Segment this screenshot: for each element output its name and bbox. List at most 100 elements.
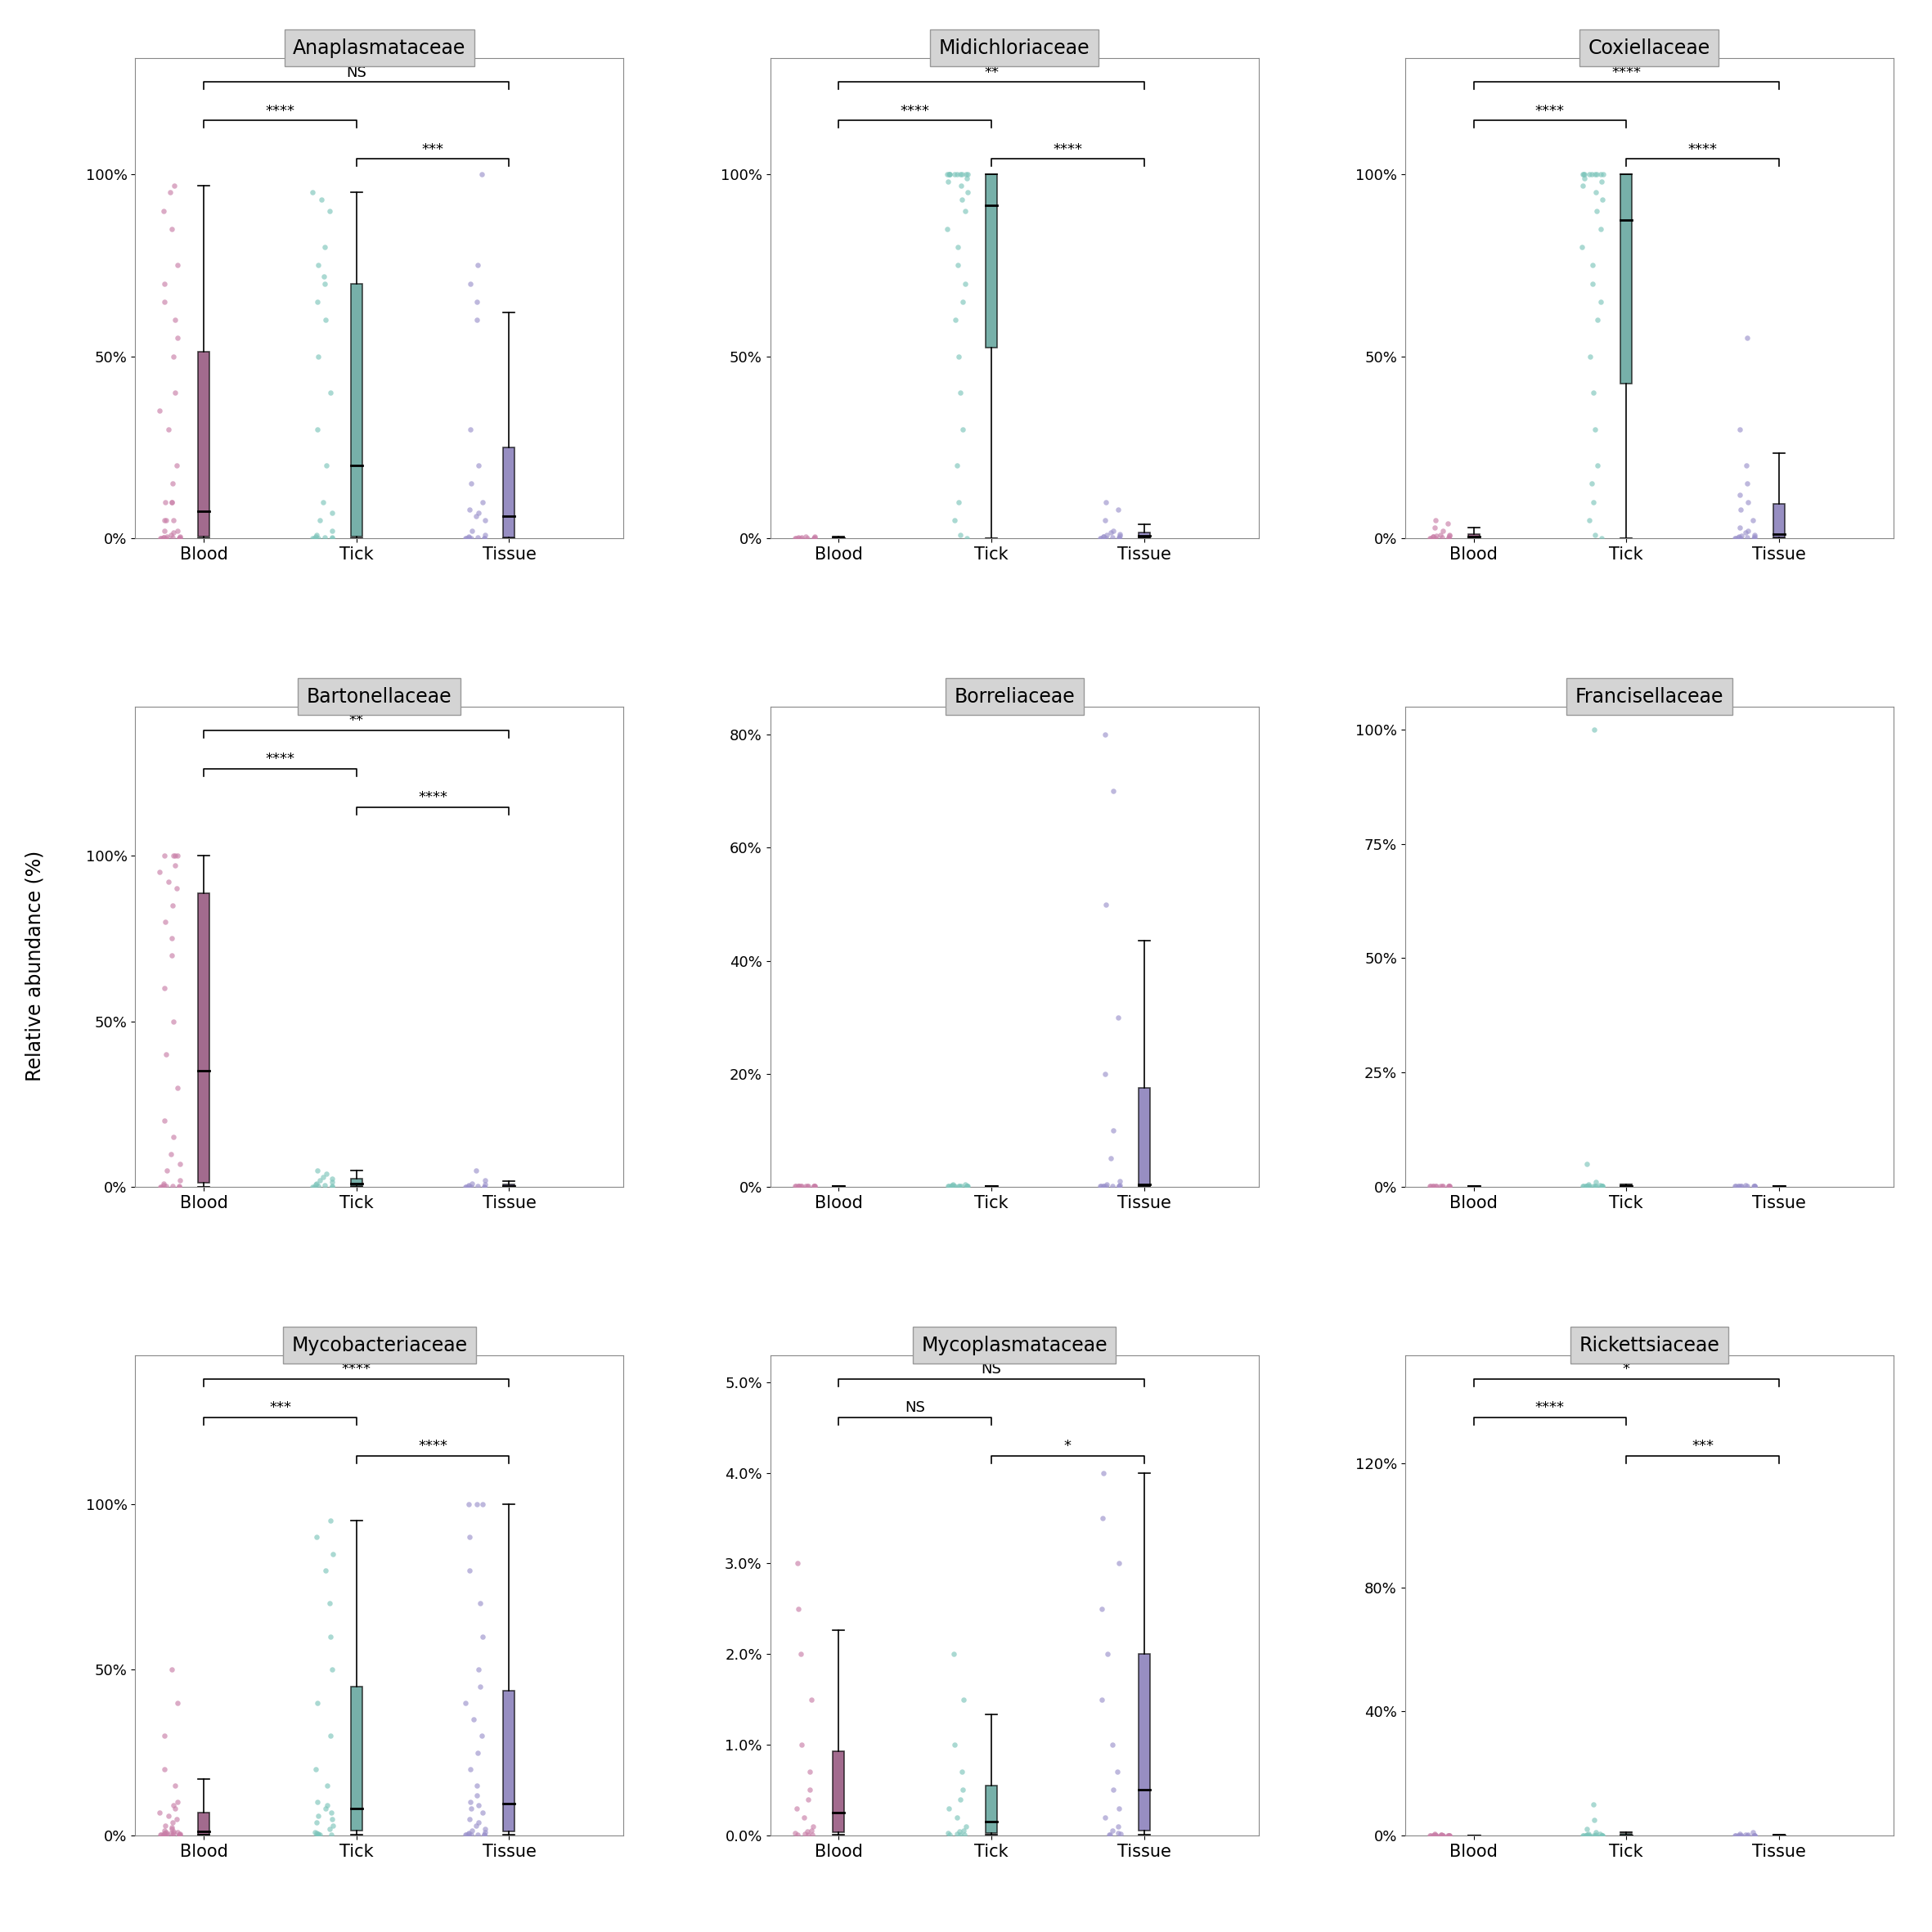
Point bbox=[781, 1793, 811, 1824]
Point bbox=[1416, 1820, 1447, 1851]
Point bbox=[160, 377, 191, 408]
Point bbox=[951, 1171, 981, 1202]
Title: Mycoplasmataceae: Mycoplasmataceae bbox=[922, 1335, 1107, 1354]
Point bbox=[1103, 1171, 1134, 1202]
Point bbox=[1426, 522, 1457, 553]
Point bbox=[1723, 1818, 1754, 1849]
Point bbox=[315, 1621, 346, 1652]
Point bbox=[937, 1169, 968, 1200]
Point bbox=[317, 1810, 348, 1841]
Point bbox=[1719, 522, 1750, 553]
Point bbox=[1567, 232, 1598, 263]
Text: **: ** bbox=[350, 713, 363, 728]
Point bbox=[160, 840, 191, 871]
Point bbox=[468, 1797, 498, 1828]
Point bbox=[933, 1793, 964, 1824]
Point bbox=[1719, 1820, 1750, 1851]
Point bbox=[1422, 1171, 1453, 1202]
Point bbox=[941, 1803, 972, 1833]
Point bbox=[1580, 413, 1611, 444]
Point bbox=[1580, 1171, 1611, 1202]
Point bbox=[1428, 1820, 1459, 1851]
Point bbox=[1088, 522, 1119, 553]
Point bbox=[1731, 1171, 1762, 1202]
Point bbox=[456, 1169, 487, 1200]
Point bbox=[1097, 516, 1128, 547]
Point bbox=[464, 1806, 495, 1837]
Point bbox=[1097, 1776, 1128, 1806]
Point bbox=[317, 1171, 348, 1202]
FancyBboxPatch shape bbox=[352, 284, 363, 537]
Point bbox=[145, 1820, 176, 1851]
Point bbox=[1103, 1810, 1134, 1841]
Point bbox=[1571, 1820, 1602, 1851]
Point bbox=[1426, 520, 1457, 551]
Point bbox=[469, 1816, 500, 1847]
Point bbox=[1582, 450, 1613, 481]
Point bbox=[937, 1171, 968, 1202]
Point bbox=[149, 1820, 180, 1851]
Point bbox=[788, 1803, 819, 1833]
Point bbox=[800, 522, 831, 553]
Point bbox=[156, 214, 187, 245]
Point bbox=[454, 1818, 485, 1849]
Point bbox=[158, 170, 189, 201]
Point bbox=[1725, 522, 1756, 553]
Point bbox=[164, 522, 195, 553]
Point bbox=[800, 522, 831, 553]
Point bbox=[1739, 1171, 1770, 1202]
Point bbox=[1578, 377, 1609, 408]
Point bbox=[298, 522, 328, 553]
Point bbox=[1578, 1820, 1609, 1851]
Point bbox=[450, 1820, 481, 1851]
Point bbox=[1733, 1820, 1764, 1851]
Point bbox=[311, 1157, 342, 1188]
Point bbox=[156, 1806, 187, 1837]
Point bbox=[935, 1171, 966, 1202]
Point bbox=[311, 305, 342, 336]
Title: Francisellaceae: Francisellaceae bbox=[1575, 688, 1723, 707]
Point bbox=[1086, 1171, 1117, 1202]
Point bbox=[1723, 522, 1754, 553]
Point bbox=[1586, 1820, 1617, 1851]
Point bbox=[784, 1171, 815, 1202]
Point bbox=[309, 261, 340, 292]
FancyBboxPatch shape bbox=[1138, 1654, 1150, 1832]
Point bbox=[935, 1820, 966, 1851]
Point bbox=[462, 1490, 493, 1520]
Point bbox=[1088, 1503, 1119, 1534]
Point bbox=[1432, 508, 1463, 539]
Point bbox=[149, 1169, 180, 1200]
Point bbox=[462, 249, 493, 280]
Point bbox=[464, 1791, 495, 1822]
Point bbox=[933, 158, 964, 189]
Point bbox=[454, 1171, 485, 1202]
Point bbox=[951, 269, 981, 299]
Point bbox=[1721, 522, 1752, 553]
Point bbox=[454, 1555, 485, 1586]
Point bbox=[454, 495, 485, 526]
Point bbox=[469, 1814, 500, 1845]
Point bbox=[1569, 1820, 1600, 1851]
Point bbox=[1578, 487, 1609, 518]
Point bbox=[1420, 504, 1451, 535]
Point bbox=[933, 158, 964, 189]
Point bbox=[1739, 1820, 1770, 1851]
Point bbox=[790, 522, 821, 553]
Point bbox=[151, 1820, 182, 1851]
Point bbox=[162, 516, 193, 547]
Point bbox=[301, 249, 332, 280]
Point bbox=[1571, 1820, 1602, 1851]
Point bbox=[1586, 1171, 1617, 1202]
Point bbox=[1426, 1820, 1457, 1851]
Point bbox=[1086, 1594, 1117, 1625]
Title: Midichloriaceae: Midichloriaceae bbox=[939, 39, 1090, 58]
Point bbox=[1578, 1171, 1609, 1202]
Point bbox=[798, 1171, 829, 1202]
Point bbox=[1567, 1820, 1598, 1851]
Point bbox=[450, 522, 481, 553]
Point bbox=[309, 232, 340, 263]
Point bbox=[786, 522, 817, 553]
Point bbox=[156, 468, 187, 498]
Point bbox=[782, 522, 813, 553]
